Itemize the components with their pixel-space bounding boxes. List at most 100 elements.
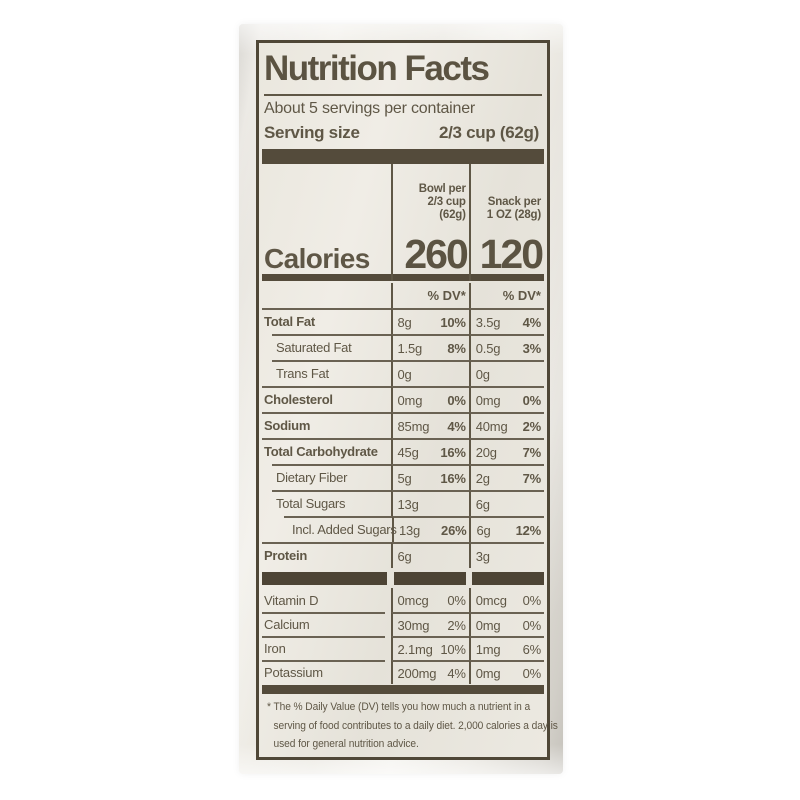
- vitamin-name: Vitamin D: [264, 592, 319, 608]
- snack-amount: 0mg: [475, 392, 501, 408]
- serving-size-label: Serving size: [264, 123, 360, 142]
- percent-dv-header-row: % DV* % DV*: [262, 283, 544, 308]
- bowl-header-line: Bowl per: [418, 183, 466, 195]
- row-potassium: Potassium 200mg 4% 0mg 0%: [262, 660, 544, 684]
- bowl-column-header: Bowl per 2/3 cup (62g): [390, 164, 469, 223]
- calories-value-bowl: 260: [404, 231, 468, 277]
- bowl-amount: 45g: [397, 444, 419, 460]
- bowl-dv: 4%: [447, 418, 466, 434]
- snack-dv: 3%: [522, 340, 542, 356]
- snack-amount: 6g: [476, 522, 491, 538]
- divider-bar-segment: [471, 571, 544, 585]
- nutrient-name: Dietary Fiber: [276, 469, 348, 485]
- bowl-amount: 30mg: [397, 617, 430, 633]
- nutrient-name: Total Sugars: [276, 495, 346, 511]
- bowl-amount: 5g: [397, 470, 412, 486]
- snack-amount: 0mg: [475, 665, 501, 681]
- bowl-dv: 16%: [440, 470, 466, 486]
- snack-dv: 0%: [522, 665, 542, 681]
- footnote-text: * The % Daily Value (DV) tells you how m…: [267, 701, 558, 750]
- dv-spacer: [262, 283, 391, 308]
- bowl-dv: 16%: [440, 444, 466, 460]
- dv-header-bowl: % DV*: [390, 283, 469, 308]
- section-divider-bar: [262, 149, 544, 164]
- bowl-amount: 85mg: [397, 418, 430, 434]
- bowl-header-line: (62g): [439, 209, 466, 221]
- snack-dv: 0%: [522, 617, 542, 633]
- bowl-amount: 0g: [397, 366, 412, 382]
- bowl-amount: 0mg: [397, 392, 423, 408]
- calories-underbar-row: [262, 274, 544, 283]
- bowl-dv: 0%: [447, 392, 466, 408]
- nutrient-name: Saturated Fat: [276, 339, 352, 355]
- row-cholesterol: Cholesterol 0mg 0% 0mg 0%: [262, 386, 544, 412]
- servings-per-container: About 5 servings per container: [264, 100, 476, 117]
- snack-dv: 4%: [522, 314, 542, 330]
- snack-amount: 3.5g: [475, 314, 501, 330]
- vitamin-name: Calcium: [264, 616, 310, 632]
- calories-label-cell: Calories: [262, 223, 391, 274]
- calories-bowl-cell: 260: [390, 223, 469, 277]
- row-total-fat: Total Fat 8g 10% 3.5g 4%: [262, 308, 544, 334]
- protein-divider-bars: [262, 568, 544, 588]
- snack-amount: 2g: [475, 470, 490, 486]
- snack-column-header: Snack per 1 OZ (28g): [468, 164, 544, 223]
- bowl-amount: 6g: [397, 548, 412, 564]
- cereal-bag: Nutrition Facts About 5 servings per con…: [239, 24, 563, 774]
- snack-amount: 0.5g: [475, 340, 501, 356]
- bowl-dv: 10%: [440, 641, 466, 657]
- row-vitamin-d: Vitamin D 0mcg 0% 0mcg 0%: [262, 588, 544, 612]
- row-sodium: Sodium 85mg 4% 40mg 2%: [262, 412, 544, 438]
- snack-amount: 20g: [475, 444, 497, 460]
- snack-amount: 6g: [475, 496, 490, 512]
- nutrition-facts-label: Nutrition Facts About 5 servings per con…: [256, 40, 558, 760]
- calories-label: Calories: [264, 243, 370, 274]
- row-dietary-fiber: Dietary Fiber 5g 16% 2g 7%: [262, 464, 544, 490]
- snack-header-line: Snack per: [487, 196, 541, 208]
- nutrient-name: Total Carbohydrate: [264, 443, 378, 459]
- bowl-amount: 2.1mg: [397, 641, 433, 657]
- bowl-dv: 2%: [447, 617, 466, 633]
- nutrient-name: Protein: [264, 547, 308, 563]
- bowl-dv: 0%: [447, 592, 466, 608]
- vitamin-name: Potassium: [264, 664, 323, 680]
- bowl-dv: 26%: [441, 522, 467, 538]
- title-rule: [264, 94, 542, 96]
- calories-snack-cell: 120: [468, 223, 544, 277]
- snack-amount: 0mcg: [475, 592, 507, 608]
- divider-bar-segment: [393, 571, 466, 585]
- snack-header-line: 1 OZ (28g): [486, 209, 541, 221]
- serving-size-value: 2/3 cup (62g): [438, 123, 539, 142]
- nutrient-name: Incl. Added Sugars: [292, 521, 397, 537]
- calories-value-snack: 120: [479, 231, 544, 277]
- nutrient-name: Cholesterol: [264, 391, 333, 407]
- footnote-divider-bar: [262, 685, 544, 694]
- bowl-amount: 0mcg: [397, 592, 429, 608]
- label-title: Nutrition Facts: [264, 49, 490, 88]
- calories-underbar: [468, 274, 544, 281]
- snack-dv: 6%: [522, 641, 542, 657]
- serving-size-row: Serving size 2/3 cup (62g): [264, 121, 539, 144]
- bowl-amount: 13g: [397, 496, 419, 512]
- row-calcium: Calcium 30mg 2% 0mg 0%: [262, 612, 544, 636]
- nutrient-name: Sodium: [264, 417, 311, 433]
- nutrient-name: Total Fat: [264, 313, 315, 329]
- snack-amount: 0g: [475, 366, 490, 382]
- bowl-amount: 1.5g: [397, 340, 423, 356]
- snack-dv: 12%: [515, 522, 542, 538]
- bowl-header-line: 2/3 cup: [427, 196, 466, 208]
- row-total-sugars: Total Sugars 13g 6g: [262, 490, 544, 516]
- header-spacer: [262, 164, 391, 223]
- row-added-sugars: Incl. Added Sugars 13g 26% 6g 12%: [262, 516, 544, 542]
- divider-bar-segment: [262, 571, 387, 585]
- nutrient-name: Trans Fat: [276, 365, 329, 381]
- dv-header-snack: % DV*: [468, 283, 544, 308]
- snack-amount: 1mg: [475, 641, 501, 657]
- calories-underbar: [390, 274, 469, 281]
- row-protein: Protein 6g 3g: [262, 542, 544, 568]
- row-saturated-fat: Saturated Fat 1.5g 8% 0.5g 3%: [262, 334, 544, 360]
- snack-amount: 3g: [475, 548, 490, 564]
- snack-dv: 7%: [522, 444, 542, 460]
- calories-row: Calories 260 120: [262, 223, 544, 277]
